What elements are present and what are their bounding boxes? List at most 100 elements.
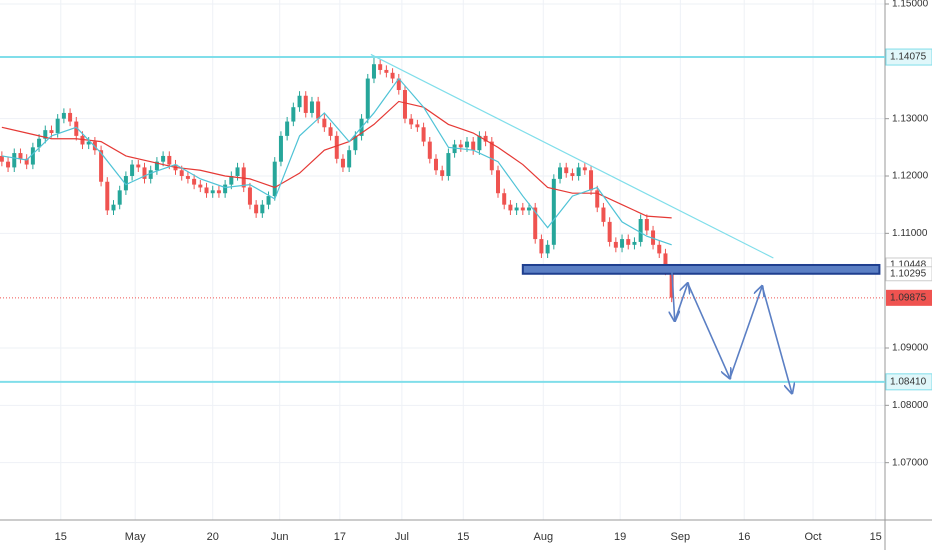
level-label: 1.14075 <box>890 52 927 63</box>
candle-body <box>167 155 172 165</box>
x-tick-label: Oct <box>804 531 821 543</box>
candle-body <box>37 138 42 148</box>
candle-body <box>539 239 544 254</box>
candle-body <box>272 161 277 197</box>
candle-body <box>626 239 631 245</box>
x-tick-label: 15 <box>870 531 882 543</box>
candle-body <box>533 207 538 240</box>
x-tick-label: 19 <box>614 531 626 543</box>
candle-body <box>12 153 17 168</box>
level-label-box <box>885 373 932 391</box>
candle-body <box>545 244 550 254</box>
candle-body <box>464 141 469 148</box>
last-price-box <box>886 289 932 306</box>
x-tick-label: Jul <box>395 531 409 543</box>
candle-body <box>477 135 482 151</box>
moving-average <box>1 100 672 219</box>
candle-body <box>471 141 476 151</box>
candle-body <box>154 161 159 171</box>
candle-body <box>223 184 228 194</box>
candle-body <box>80 135 85 145</box>
candle-body <box>508 204 513 211</box>
last-price-label: 1.09875 <box>890 292 927 303</box>
candle-body <box>0 155 4 162</box>
zone-label: 1.10295 <box>890 268 927 279</box>
candle-body <box>551 178 556 245</box>
moving-average <box>1 77 672 246</box>
y-tick-label: 1.11000 <box>892 228 928 239</box>
candle-body <box>192 178 197 185</box>
candle-body <box>564 167 569 174</box>
candle-body <box>334 135 339 159</box>
candle-body <box>136 164 141 168</box>
candle-body <box>390 72 395 79</box>
candle-body <box>589 170 594 191</box>
candle-body <box>198 184 203 188</box>
x-tick-label: 17 <box>334 531 346 543</box>
candle-body <box>148 170 153 179</box>
candle-body <box>378 64 383 70</box>
candle-body <box>483 135 488 142</box>
candle-body <box>427 141 432 159</box>
candle-body <box>285 121 290 136</box>
candle-body <box>322 118 327 128</box>
candle-body <box>502 193 507 205</box>
candle-body <box>340 158 345 168</box>
candle-body <box>458 144 463 148</box>
candle-body <box>161 155 166 162</box>
candle-body <box>644 219 649 231</box>
y-tick-label: 1.08000 <box>892 400 929 411</box>
candle-body <box>415 124 420 128</box>
projection-arrow <box>674 283 688 322</box>
projection-arrow <box>672 267 675 321</box>
y-tick-label: 1.07000 <box>892 457 929 468</box>
candle-body <box>353 135 358 151</box>
projection-arrow <box>687 282 730 378</box>
candle-body <box>216 190 221 194</box>
x-tick-label: 15 <box>55 531 67 543</box>
candle-body <box>99 150 104 182</box>
candle-body <box>55 118 60 134</box>
x-tick-label: 16 <box>738 531 750 543</box>
candle-body <box>632 241 637 245</box>
candle-body <box>489 141 494 171</box>
candle-body <box>229 176 234 185</box>
y-tick-label: 1.15000 <box>892 0 929 10</box>
zone <box>521 263 881 275</box>
candle-body <box>651 230 656 245</box>
candle-body <box>446 153 451 177</box>
x-tick-label: 15 <box>457 531 469 543</box>
candle-body <box>291 107 296 122</box>
candle-body <box>669 270 674 298</box>
candle-body <box>638 219 643 242</box>
trendline <box>370 53 774 259</box>
level-label-box <box>885 48 932 66</box>
level-label: 1.08410 <box>890 376 927 387</box>
candle-body <box>527 207 532 211</box>
candle-body <box>328 127 333 136</box>
candle-body <box>384 69 389 73</box>
candle-body <box>570 173 575 177</box>
candle-body <box>433 158 438 171</box>
projection-arrow <box>729 286 762 379</box>
candle-body <box>30 147 35 165</box>
candle-body <box>613 241 618 248</box>
candle-body <box>657 244 662 254</box>
y-tick-label: 1.13000 <box>892 113 929 124</box>
candle-body <box>260 204 265 214</box>
x-tick-label: May <box>125 531 146 543</box>
candle-body <box>24 158 29 165</box>
candle-body <box>601 207 606 222</box>
candle-body <box>86 141 91 145</box>
x-tick-label: 20 <box>207 531 219 543</box>
candle-body <box>396 78 401 91</box>
y-tick-label: 1.09000 <box>892 343 929 354</box>
candle-body <box>142 167 147 179</box>
candle-body <box>607 221 612 242</box>
candle-body <box>316 101 321 119</box>
candle-body <box>117 190 122 205</box>
candle-body <box>210 190 215 194</box>
candle-body <box>402 90 407 119</box>
